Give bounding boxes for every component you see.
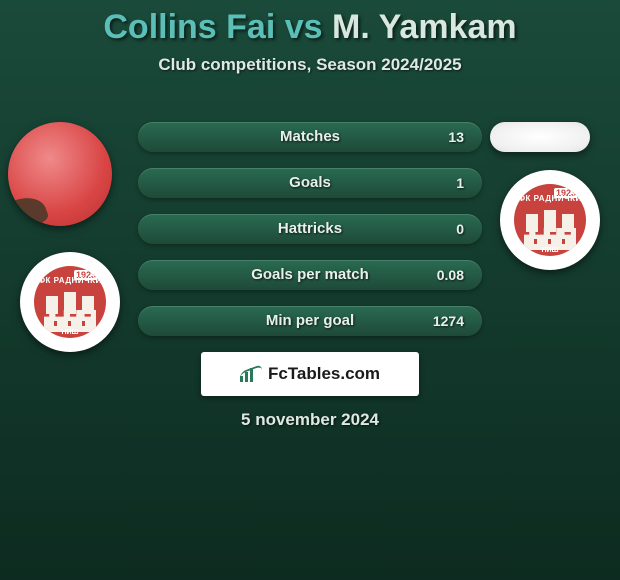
stat-row: Goals per match 0.08 — [138, 260, 482, 290]
stat-value: 1274 — [433, 306, 464, 336]
player1-avatar — [8, 122, 112, 226]
badge-bottom-text: НИШ — [34, 329, 106, 336]
stat-row: Goals 1 — [138, 168, 482, 198]
vs-text: vs — [285, 8, 323, 46]
stat-label: Min per goal — [138, 306, 482, 336]
stat-label: Matches — [138, 122, 482, 152]
branding-text: FcTables.com — [268, 364, 380, 384]
stat-value: 1 — [456, 168, 464, 198]
stats-container: Matches 13 Goals 1 Hattricks 0 Goals per… — [138, 122, 482, 352]
stat-value: 0 — [456, 214, 464, 244]
stat-row: Matches 13 — [138, 122, 482, 152]
badge-top-text: ФК РАДНИЧКИ — [514, 194, 586, 203]
player1-name: Collins Fai — [103, 8, 275, 46]
stat-label: Goals — [138, 168, 482, 198]
stat-label: Hattricks — [138, 214, 482, 244]
club-badge-left: 1923 ФК РАДНИЧКИ НИШ — [20, 252, 120, 352]
stat-label: Goals per match — [138, 260, 482, 290]
badge-bottom-text: НИШ — [514, 247, 586, 254]
stat-row: Hattricks 0 — [138, 214, 482, 244]
stat-value: 0.08 — [437, 260, 464, 290]
player2-name: M. Yamkam — [332, 8, 517, 46]
chart-icon — [240, 366, 262, 382]
stat-row: Min per goal 1274 — [138, 306, 482, 336]
badge-top-text: ФК РАДНИЧКИ — [34, 276, 106, 285]
page-title: Collins Fai vs M. Yamkam — [0, 0, 620, 47]
date-text: 5 november 2024 — [0, 410, 620, 430]
branding-box[interactable]: FcTables.com — [201, 352, 419, 396]
club-badge-right: 1923 ФК РАДНИЧКИ НИШ — [500, 170, 600, 270]
stat-value: 13 — [448, 122, 464, 152]
player2-avatar — [490, 122, 590, 152]
subtitle: Club competitions, Season 2024/2025 — [0, 55, 620, 75]
